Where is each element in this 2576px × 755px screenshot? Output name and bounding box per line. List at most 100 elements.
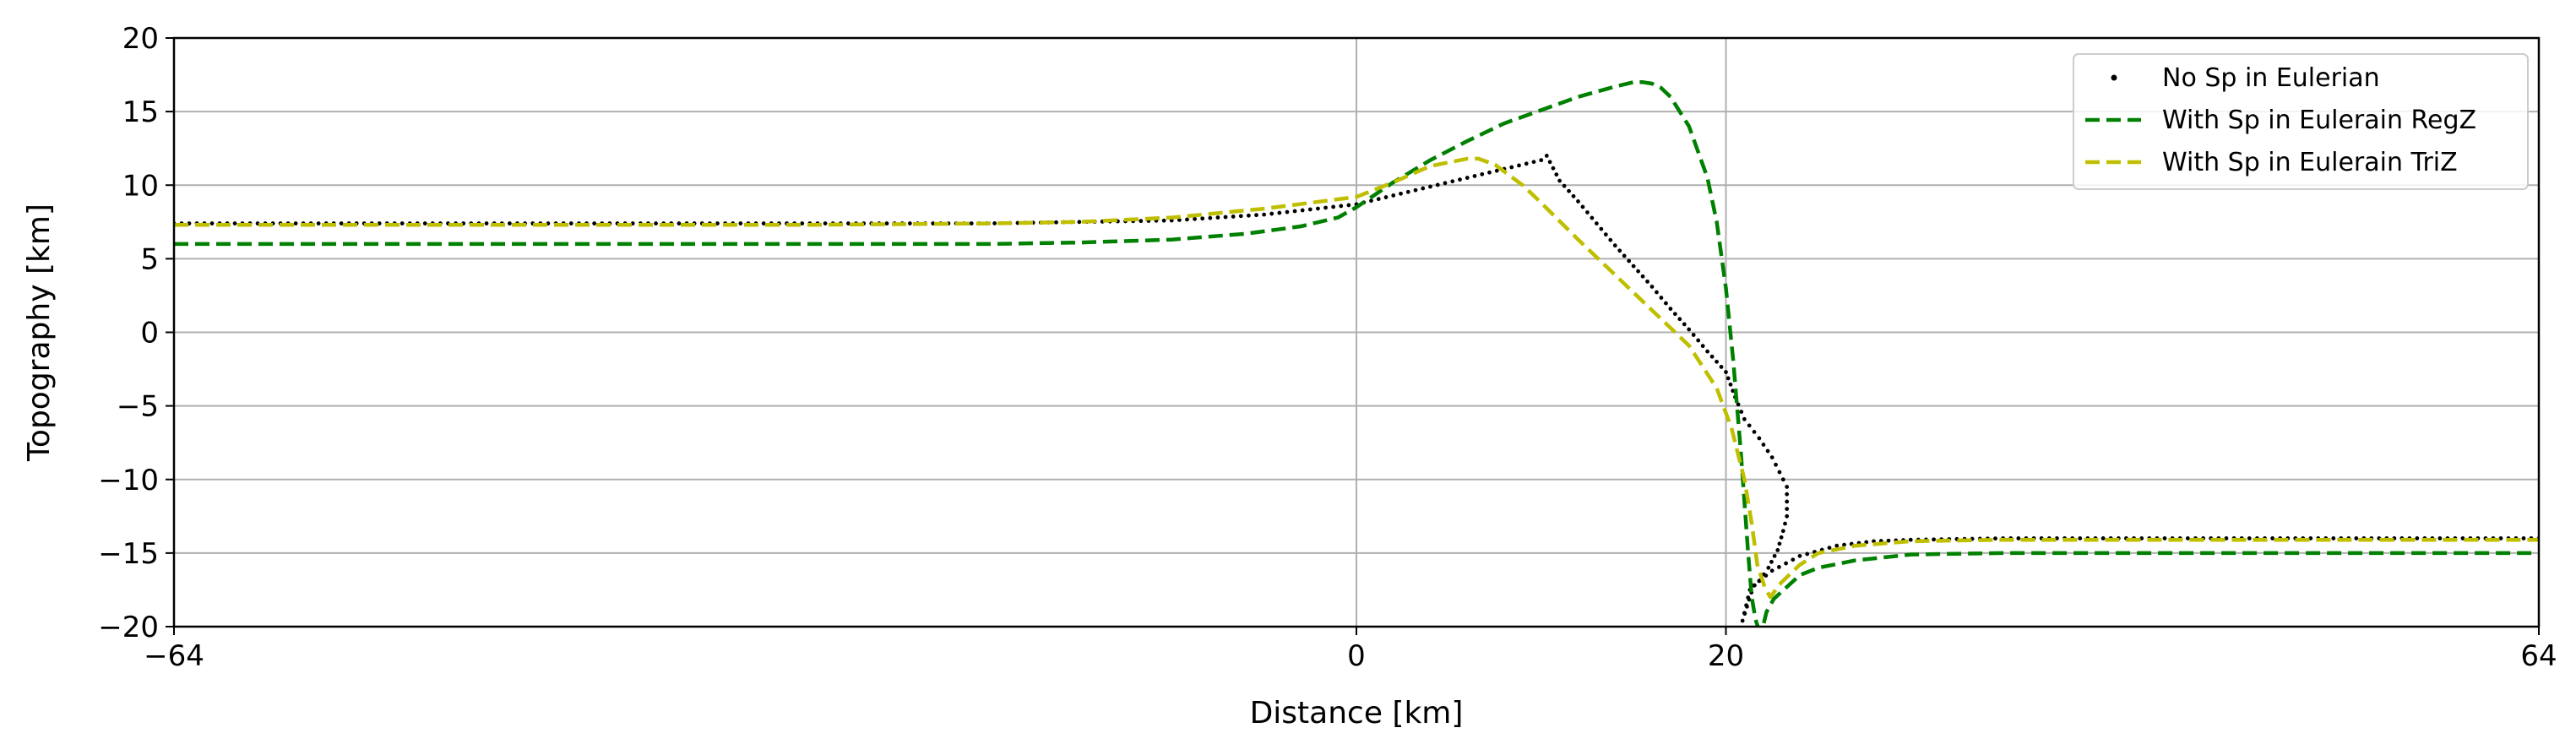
data-point: [1590, 215, 1595, 220]
data-point: [1193, 216, 1197, 221]
data-point: [339, 221, 344, 225]
data-point: [823, 221, 828, 225]
data-point: [1531, 160, 1536, 165]
data-point: [1742, 416, 1747, 421]
data-point: [1435, 182, 1440, 187]
data-point: [1783, 521, 1787, 526]
data-point: [1200, 216, 1205, 221]
data-point: [568, 221, 573, 225]
data-point: [2437, 536, 2443, 540]
data-point: [2521, 536, 2526, 540]
data-point: [1544, 154, 1549, 158]
data-point: [1784, 561, 1788, 566]
data-point: [1231, 215, 1236, 219]
data-point: [1672, 312, 1677, 317]
data-point: [1608, 237, 1613, 242]
data-point: [1747, 423, 1752, 428]
data-point: [422, 221, 427, 225]
data-point: [1339, 204, 1344, 209]
data-point: [1077, 220, 1082, 225]
data-point: [1627, 258, 1632, 263]
data-point: [1765, 448, 1770, 454]
ticks: −64 0 20 64 −20 −15 −10 −5 0 5 10 15 20: [98, 22, 2557, 673]
data-point: [1745, 604, 1749, 609]
data-point: [1567, 188, 1571, 193]
data-point: [1780, 477, 1785, 482]
data-point: [1580, 204, 1585, 209]
data-point: [1777, 470, 1782, 475]
data-point: [1465, 176, 1470, 180]
data-point: [1307, 207, 1312, 212]
data-point: [1696, 338, 1701, 343]
y-tick-label: −15: [98, 537, 159, 571]
data-point: [1054, 220, 1058, 225]
data-point: [1617, 248, 1622, 253]
data-point: [1612, 243, 1617, 248]
data-point: [1292, 209, 1297, 214]
data-point: [969, 221, 974, 225]
data-point: [1785, 499, 1790, 504]
data-point: [1472, 174, 1477, 178]
data-point: [1780, 529, 1785, 534]
data-point: [1677, 317, 1682, 322]
data-point: [1487, 170, 1492, 175]
y-tick-label: −10: [98, 464, 159, 497]
data-point: [1161, 218, 1166, 223]
data-point: [1323, 205, 1328, 210]
data-point: [1517, 163, 1521, 168]
legend-item: With Sp in Eulerain TriZ: [2085, 148, 2458, 177]
data-point: [1774, 462, 1778, 467]
legend-box: [2073, 53, 2529, 190]
data-point: [1764, 573, 1769, 578]
legend-label: With Sp in Eulerain RegZ: [2162, 106, 2476, 135]
data-point: [1631, 263, 1636, 269]
data-point: [2270, 536, 2275, 540]
data-point: [2078, 536, 2083, 540]
data-point: [1346, 203, 1351, 208]
data-point: [715, 221, 720, 225]
data-point: [1769, 568, 1774, 573]
data-point: [1458, 177, 1462, 182]
data-point: [1223, 215, 1228, 220]
data-point: [2016, 536, 2021, 540]
data-point: [1428, 184, 1432, 189]
y-tick-label: 0: [140, 317, 159, 350]
data-point: [1645, 279, 1649, 284]
data-point: [1668, 307, 1673, 312]
legend: No Sp in Eulerian With Sp in Eulerain Reg…: [2073, 53, 2529, 190]
y-tick-label: −5: [117, 390, 159, 424]
data-point: [2185, 536, 2190, 540]
data-point: [1700, 344, 1705, 349]
data-point: [1494, 168, 1499, 173]
data-point: [1640, 274, 1645, 279]
legend-marker: [2111, 74, 2117, 81]
data-point: [1739, 410, 1744, 414]
data-point: [2100, 536, 2106, 540]
series-line-1: [174, 80, 2539, 627]
data-point: [1779, 535, 1784, 540]
data-point: [1571, 193, 1576, 198]
data-point: [1728, 382, 1733, 387]
data-point: [1391, 193, 1396, 198]
data-point: [1886, 538, 1891, 543]
data-point: [1655, 290, 1659, 295]
data-point: [1776, 565, 1781, 569]
data-point: [1649, 285, 1655, 289]
data-point: [2415, 536, 2420, 540]
data-point: [1842, 542, 1846, 547]
data-point: [1622, 253, 1627, 258]
data-point: [884, 221, 889, 225]
data-point: [1664, 301, 1668, 306]
series-layer: [174, 80, 2539, 627]
data-point: [1932, 537, 1936, 542]
data-point: [1827, 546, 1832, 551]
data-point: [1480, 171, 1485, 177]
x-tick-label: 64: [2520, 639, 2557, 673]
data-point: [1246, 213, 1251, 218]
data-point: [1576, 199, 1580, 204]
data-point: [1450, 179, 1455, 184]
data-point: [1742, 611, 1747, 616]
data-point: [1405, 189, 1410, 194]
data-point: [630, 221, 635, 225]
